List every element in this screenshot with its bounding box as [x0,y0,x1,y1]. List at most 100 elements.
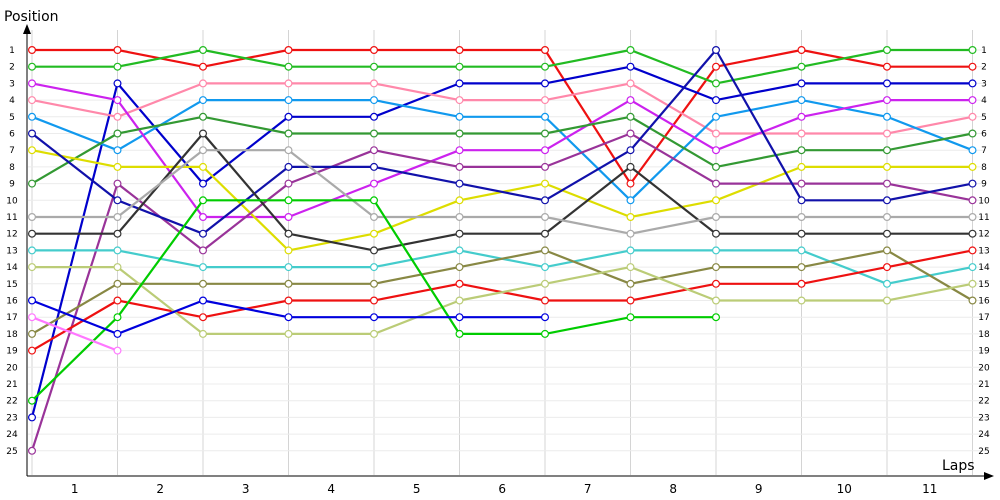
y-tick-label: 23 [6,413,17,423]
data-point [882,96,891,105]
data-point [113,213,122,222]
data-point [370,62,379,71]
data-point [882,79,891,88]
data-point [626,179,635,188]
data-point [455,79,464,88]
data-point [199,196,208,205]
data-point [626,112,635,121]
data-point [797,279,806,288]
data-point [284,112,293,121]
y-tick-label: 3 [9,79,15,89]
y-tick-label-right: 7 [981,146,987,156]
y-tick-label-right: 5 [981,113,987,123]
data-point [968,162,977,171]
data-point [113,296,122,305]
y-tick-labels-left: 1234567891011121314151617181920212223242… [6,46,18,457]
data-point [284,179,293,188]
data-point [113,229,122,238]
series-9 [28,129,977,455]
data-point [540,146,549,155]
data-point [28,213,37,222]
data-point [370,313,379,322]
data-point [113,179,122,188]
x-tick-label: 6 [498,482,506,496]
data-point [199,213,208,222]
series-line [32,149,973,235]
data-point [882,246,891,255]
data-point [455,279,464,288]
y-tick-label-right: 2 [981,63,987,73]
data-point [797,196,806,205]
y-tick-label: 14 [6,263,18,273]
data-point [626,45,635,54]
series-4 [28,79,977,138]
y-axis-arrow [23,24,31,34]
y-tick-label-right: 18 [978,330,990,340]
data-point [113,129,122,138]
series-line [31,82,973,219]
data-point [284,146,293,155]
data-point [370,213,379,222]
series-11 [28,129,977,255]
data-point [28,446,37,455]
data-point [882,162,891,171]
data-point [199,162,208,171]
data-point [711,246,720,255]
data-point [370,179,379,188]
data-point [113,263,122,272]
y-tick-label: 16 [6,297,18,307]
data-point [284,279,293,288]
data-point [968,62,977,71]
x-tick-label: 2 [156,482,164,496]
y-tick-label-right: 6 [981,130,987,140]
x-axis-title: Laps [942,458,975,474]
data-point [626,146,635,155]
data-point [626,129,635,138]
data-point [882,229,891,238]
series-line [31,48,973,235]
data-point [711,196,720,205]
data-point [797,162,806,171]
data-point [968,246,977,255]
data-point [540,196,549,205]
series-2 [28,45,977,88]
data-point [540,96,549,105]
series-18 [28,296,549,338]
data-point [711,146,720,155]
series-line [31,316,118,352]
data-point [626,313,635,322]
data-point [284,263,293,272]
x-tick-label: 9 [755,482,763,496]
data-point [370,296,379,305]
y-tick-label-right: 25 [978,447,989,457]
data-point [199,263,208,272]
data-point [284,62,293,71]
data-point [882,296,891,305]
data-point [455,45,464,54]
x-tick-label: 3 [242,482,250,496]
data-point [882,179,891,188]
data-point [284,45,293,54]
data-point [540,162,549,171]
data-point [370,279,379,288]
data-point [28,246,37,255]
data-point [797,45,806,54]
data-point [711,62,720,71]
y-tick-label: 19 [6,347,18,357]
y-tick-label: 22 [6,397,17,407]
data-point [28,263,37,272]
y-tick-label: 9 [9,180,15,190]
data-point [882,62,891,71]
y-tick-label-right: 23 [978,413,989,423]
data-point [284,162,293,171]
data-point [882,196,891,205]
y-tick-label: 5 [9,113,15,123]
y-tick-label: 11 [6,213,17,223]
series-line [31,82,973,135]
y-axis-title: Position [4,9,59,25]
data-point [455,179,464,188]
data-point [28,62,37,71]
data-point [797,246,806,255]
data-point [28,129,37,138]
